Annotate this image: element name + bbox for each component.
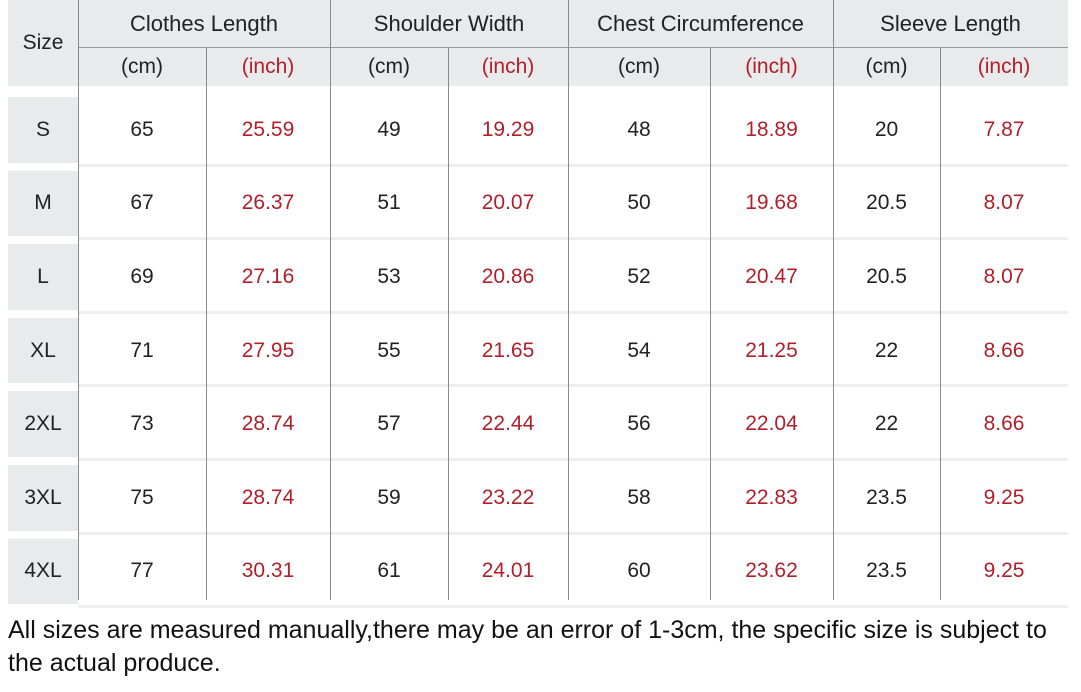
cell-value: 24.01 xyxy=(481,559,535,583)
column-divider xyxy=(940,48,941,600)
cell-value: 61 xyxy=(377,559,401,583)
row-divider xyxy=(78,310,1068,314)
cell-value: 58 xyxy=(627,485,651,509)
cell-value: 60 xyxy=(627,559,651,583)
unit-header: (inch) xyxy=(940,48,1068,86)
cell-value: 19.68 xyxy=(745,191,798,215)
cell-value: 20.86 xyxy=(481,264,535,288)
size-label: L xyxy=(8,244,78,310)
cell-value: 25.59 xyxy=(241,117,295,141)
group-header: Clothes Length xyxy=(78,0,330,47)
cell-value: 20 xyxy=(874,117,899,141)
cell-value: 8.66 xyxy=(983,338,1025,362)
cell-value: 8.07 xyxy=(983,191,1025,215)
cell-value: 28.74 xyxy=(241,485,295,509)
cell-value: 77 xyxy=(130,559,154,583)
size-label: S xyxy=(8,97,78,163)
cell-value: 53 xyxy=(377,264,401,288)
cell-value: 20.5 xyxy=(866,264,907,288)
cell-value: 19.29 xyxy=(481,117,535,141)
group-header: Chest Circumference xyxy=(568,0,833,47)
row-divider xyxy=(78,237,1068,241)
cell-value: 28.74 xyxy=(241,412,295,436)
cell-value: 7.87 xyxy=(983,117,1025,141)
cell-value: 8.66 xyxy=(983,412,1025,436)
cell-value: 9.25 xyxy=(983,559,1025,583)
cell-value: 26.37 xyxy=(241,191,295,215)
row-divider xyxy=(78,384,1068,388)
note: All sizes are measured manually,there ma… xyxy=(8,616,1047,677)
cell-value: 65 xyxy=(130,117,154,141)
cell-value: 50 xyxy=(627,191,651,215)
group-header: Sleeve Length xyxy=(833,0,1068,47)
cell-value: 20.07 xyxy=(481,191,535,215)
cell-value: 48 xyxy=(627,117,651,141)
cell-value: 21.25 xyxy=(745,338,798,362)
group-header: Shoulder Width xyxy=(330,0,568,47)
cell-value: 9.25 xyxy=(983,485,1025,509)
unit-header: (inch) xyxy=(206,48,330,86)
cell-value: 67 xyxy=(130,191,154,215)
cell-value: 55 xyxy=(377,338,401,362)
row-divider xyxy=(78,163,1068,167)
cell-value: 18.89 xyxy=(745,117,798,141)
size-label: M xyxy=(8,170,78,237)
cell-value: 27.16 xyxy=(241,264,295,288)
cell-value: 75 xyxy=(130,485,154,509)
cell-value: 52 xyxy=(627,264,651,288)
row-divider xyxy=(78,605,1068,609)
size-header: Size xyxy=(8,0,78,86)
size-label: 4XL xyxy=(8,538,78,605)
column-divider xyxy=(710,48,711,600)
column-divider xyxy=(330,0,331,600)
cell-value: 23.5 xyxy=(866,559,907,583)
cell-value: 20.47 xyxy=(745,264,798,288)
cell-value: 71 xyxy=(130,338,154,362)
cell-value: 23.62 xyxy=(745,559,798,583)
column-divider xyxy=(448,48,449,600)
cell-value: 21.65 xyxy=(481,338,535,362)
column-divider xyxy=(568,0,569,600)
unit-header: (cm) xyxy=(78,48,206,86)
cell-value: 22 xyxy=(874,338,899,362)
unit-header: (cm) xyxy=(330,48,448,86)
cell-value: 22 xyxy=(874,412,899,436)
cell-value: 59 xyxy=(377,485,401,509)
cell-value: 54 xyxy=(627,338,651,362)
cell-value: 56 xyxy=(627,412,651,436)
column-divider xyxy=(78,0,79,600)
unit-header: (cm) xyxy=(568,48,710,86)
cell-value: 20.5 xyxy=(866,191,907,215)
cell-value: 22.44 xyxy=(481,412,535,436)
unit-header: (inch) xyxy=(710,48,833,86)
cell-value: 22.83 xyxy=(745,485,798,509)
header-divider xyxy=(78,47,1068,48)
cell-value: 49 xyxy=(377,117,401,141)
cell-value: 8.07 xyxy=(983,264,1025,288)
unit-header: (cm) xyxy=(833,48,940,86)
cell-value: 51 xyxy=(377,191,401,215)
column-divider xyxy=(206,48,207,600)
cell-value: 73 xyxy=(130,412,154,436)
row-divider xyxy=(78,458,1068,461)
cell-value: 27.95 xyxy=(241,338,295,362)
column-divider xyxy=(833,0,834,600)
cell-value: 23.22 xyxy=(481,485,535,509)
cell-value: 30.31 xyxy=(241,559,295,583)
cell-value: 22.04 xyxy=(745,412,798,436)
cell-value: 69 xyxy=(130,264,154,288)
unit-header: (inch) xyxy=(448,48,568,86)
size-label: XL xyxy=(8,317,78,384)
size-label: 3XL xyxy=(8,465,78,531)
cell-value: 23.5 xyxy=(866,485,907,509)
size-label: 2XL xyxy=(8,391,78,457)
row-divider xyxy=(78,531,1068,535)
cell-value: 57 xyxy=(377,412,401,436)
